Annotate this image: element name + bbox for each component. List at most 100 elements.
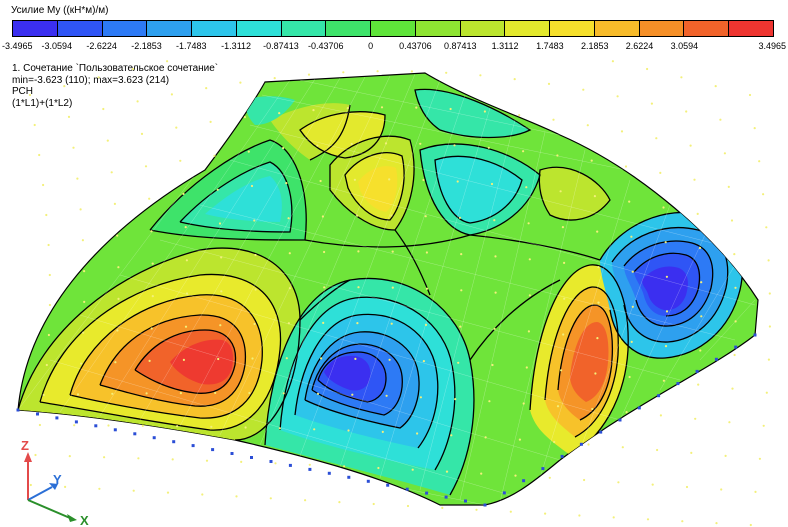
mesh-node xyxy=(728,421,731,424)
legend-swatch-5 xyxy=(236,20,282,37)
mesh-node xyxy=(205,87,208,90)
support-node xyxy=(36,412,39,416)
mesh-node xyxy=(631,305,634,308)
mesh-node xyxy=(354,357,357,360)
y-axis-line xyxy=(27,486,53,501)
legend-tick-label: 0.43706 xyxy=(399,41,432,51)
support-node xyxy=(230,452,234,455)
mesh-node xyxy=(758,160,761,163)
mesh-node xyxy=(630,340,633,343)
mesh-node xyxy=(597,301,600,304)
mesh-node xyxy=(47,243,50,247)
mesh-node xyxy=(659,414,663,417)
legend-tick-label: -1.7483 xyxy=(176,41,207,51)
shell-model-view[interactable]: Z Y X xyxy=(0,56,788,527)
mesh-node xyxy=(562,333,565,336)
support-node xyxy=(541,467,545,471)
mesh-node xyxy=(282,147,285,150)
mesh-node xyxy=(274,462,277,465)
mesh-node xyxy=(556,405,560,408)
y-axis-label: Y xyxy=(53,472,62,487)
mesh-node xyxy=(422,360,425,363)
mesh-node xyxy=(45,363,48,367)
mesh-node xyxy=(620,130,624,133)
mesh-node xyxy=(587,443,590,446)
mesh-node xyxy=(583,478,586,482)
support-node xyxy=(444,495,448,499)
mesh-node xyxy=(441,506,444,509)
mesh-node xyxy=(662,206,665,209)
mesh-node xyxy=(594,372,597,375)
mesh-node xyxy=(525,366,528,369)
mesh-node xyxy=(313,428,316,431)
mesh-node xyxy=(410,70,413,73)
mesh-node xyxy=(762,424,765,427)
mesh-node xyxy=(185,292,189,295)
mesh-node xyxy=(217,357,220,361)
mesh-node xyxy=(646,518,650,521)
mesh-node xyxy=(38,423,42,427)
mesh-node xyxy=(312,109,315,112)
mesh-node xyxy=(148,359,151,362)
legend-tick-label: 2.1853 xyxy=(580,41,609,51)
mesh-node xyxy=(250,184,254,188)
mesh-node xyxy=(527,330,531,333)
contour-lines xyxy=(18,88,743,496)
mesh-node xyxy=(724,454,727,457)
support-node xyxy=(133,432,137,436)
legend-swatch-12 xyxy=(550,20,595,37)
mesh-node xyxy=(723,152,727,155)
legend-swatch-0 xyxy=(13,20,58,37)
legend-tick-label: -2.1853 xyxy=(131,41,162,51)
mesh-node xyxy=(767,358,771,361)
mesh-node xyxy=(346,107,349,110)
mesh-node xyxy=(308,463,311,466)
mesh-node xyxy=(391,250,394,253)
mesh-node xyxy=(131,67,134,71)
support-node xyxy=(657,394,661,398)
mesh-node xyxy=(697,383,700,386)
legend-tick-label: 0.87413 xyxy=(443,41,477,51)
mesh-node xyxy=(768,292,771,295)
mesh-node xyxy=(278,112,281,115)
mesh-node xyxy=(220,290,223,293)
x-axis-line xyxy=(27,499,71,519)
mesh-node xyxy=(213,154,216,157)
mesh-node xyxy=(596,337,599,340)
mesh-node xyxy=(390,214,393,217)
mesh-node xyxy=(560,369,563,372)
mesh-node xyxy=(586,124,589,127)
legend-tick-label: 2.6224 xyxy=(625,41,654,51)
mesh-node xyxy=(700,281,703,284)
mesh-node xyxy=(98,487,101,490)
legend-tick-label: -0.43706 xyxy=(307,41,344,51)
mesh-node xyxy=(42,183,45,187)
mesh-node xyxy=(148,197,151,200)
mesh-node xyxy=(117,297,120,300)
mesh-node xyxy=(650,102,654,105)
legend-tick-label: 1.7483 xyxy=(536,41,564,51)
mesh-node xyxy=(151,295,154,298)
mesh-node xyxy=(353,178,356,181)
support-node xyxy=(637,406,641,410)
mesh-node xyxy=(205,459,209,462)
support-node xyxy=(618,418,622,422)
mesh-node xyxy=(47,333,51,337)
mesh-node xyxy=(655,137,658,140)
mesh-node xyxy=(287,322,290,325)
mesh-node xyxy=(597,266,600,269)
legend-swatch-11 xyxy=(505,20,551,37)
support-node xyxy=(483,503,487,507)
mesh-node xyxy=(665,275,669,278)
mesh-node xyxy=(548,476,551,479)
mesh-node xyxy=(150,327,153,330)
mesh-node xyxy=(406,504,410,508)
mesh-node xyxy=(376,70,379,73)
mesh-node xyxy=(67,115,71,118)
mesh-node xyxy=(269,497,272,500)
mesh-node xyxy=(522,150,525,153)
mesh-node xyxy=(582,88,585,91)
support-node xyxy=(366,479,370,483)
legend-swatch-2 xyxy=(102,20,148,37)
info-rsn: РСН xyxy=(12,86,34,97)
